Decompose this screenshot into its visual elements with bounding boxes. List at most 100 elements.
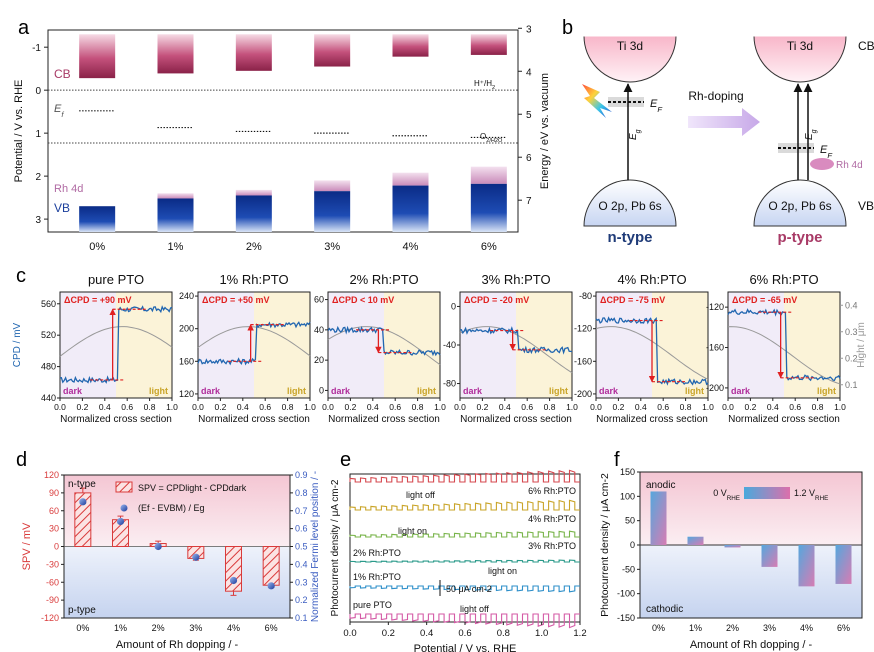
plot-frame-c xyxy=(727,291,841,399)
fermi-position-point xyxy=(154,542,162,551)
doping-arrow xyxy=(688,108,760,136)
x-axis-title-c: Normalized cross section xyxy=(460,414,572,425)
tick-label-left-a: -1 xyxy=(32,43,41,54)
light-region xyxy=(116,292,172,398)
light-region xyxy=(384,292,440,398)
p-type-label-d: p-type xyxy=(68,605,96,616)
panel-f-photocurrent-bars: -150 -100 -50 0 50 100 150 Photocurrent density… xyxy=(599,467,863,651)
tick-label-x-e: 0.0 xyxy=(343,628,356,639)
ef-label: Ef xyxy=(54,103,64,119)
category-label-f: 6% xyxy=(837,623,850,633)
delta-cpd-label: ΔCPD = +90 mV xyxy=(64,295,132,305)
legend-gradient-bar xyxy=(744,487,790,499)
tick-label-right-d: 0.4 xyxy=(295,559,308,569)
tick-label-x-c: 0.0 xyxy=(192,402,204,412)
tick-label-left-a: 3 xyxy=(35,215,41,226)
legend-swatch-bar xyxy=(115,481,133,493)
dark-label: dark xyxy=(599,386,619,396)
category-label-d: 4% xyxy=(227,623,240,633)
tick-label-x-c: 0.4 xyxy=(367,402,379,412)
tick-label-x-c: 0.2 xyxy=(612,402,624,412)
n-type-region xyxy=(64,475,290,547)
series-label-e: 4% Rh:PTO xyxy=(528,514,576,524)
n-type-label: n-type xyxy=(608,229,653,246)
photocurrent-bar xyxy=(650,491,667,545)
panel-a-band-chart: -1 0 1 2 3 3 4 5 6 7 Potential / V vs. RHE Energy /… xyxy=(13,24,551,253)
subplot-title-c: 6% Rh:PTO xyxy=(749,272,818,287)
delta-cpd-label: ΔCPD = -75 mV xyxy=(600,295,665,305)
photocurrent-bar xyxy=(687,536,704,545)
delta-cpd-label: ΔCPD = -65 mV xyxy=(732,295,797,305)
subplot-title-c: 3% Rh:PTO xyxy=(481,272,550,287)
tick-label-right-a: 3 xyxy=(526,24,532,35)
tick-label-x-e: 0.8 xyxy=(497,628,510,639)
light-region xyxy=(254,292,310,398)
tick-label-y-c: -80 xyxy=(579,291,592,301)
tick-label-x-c: 1.0 xyxy=(166,402,178,412)
category-label-f: 0% xyxy=(652,623,665,633)
tick-label-x-c: 0.6 xyxy=(789,402,801,412)
x-axis-title-c: Normalized cross section xyxy=(198,414,310,425)
subplot-title-c: 2% Rh:PTO xyxy=(349,272,418,287)
tick-label-x-c: 1.0 xyxy=(702,402,714,412)
tick-label-x-c: 1.0 xyxy=(434,402,446,412)
tick-label-y-c: -200 xyxy=(574,389,592,399)
spv-bar xyxy=(225,546,242,592)
tick-label-x-c: 0.2 xyxy=(214,402,226,412)
tick-label-y-f: -100 xyxy=(617,589,635,599)
p-type-region xyxy=(64,546,290,618)
o2p-band xyxy=(583,179,677,227)
category-label-d: 6% xyxy=(265,623,278,633)
tick-label-left-a: 0 xyxy=(35,86,41,97)
tick-label-x-c: 0.2 xyxy=(476,402,488,412)
panel-label-e: e xyxy=(340,449,351,471)
tick-label-y-c: 20 xyxy=(314,355,324,365)
tick-label-x-c: 0.2 xyxy=(344,402,356,412)
tick-label-x-e: 1.2 xyxy=(573,628,586,639)
vb-label: VB xyxy=(54,201,70,215)
tick-label-x-c: 0.2 xyxy=(76,402,88,412)
tick-label-y-c: 240 xyxy=(179,291,194,301)
cb-bar xyxy=(235,34,272,71)
plot-frame-a xyxy=(47,29,519,233)
category-label-a: 0% xyxy=(89,241,105,253)
tick-label-right-d: 0.5 xyxy=(295,542,308,552)
doping-arrow-label: Rh-doping xyxy=(688,89,743,103)
vb-bar xyxy=(392,185,429,232)
dark-label: dark xyxy=(731,386,751,396)
tick-label-x-c: 0.0 xyxy=(322,402,334,412)
y-axis-title-d: SPV / mV xyxy=(21,522,33,570)
delta-cpd-label: ΔCPD < 10 mV xyxy=(332,295,394,305)
tick-label-x-c: 1.0 xyxy=(834,402,846,412)
category-label-d: 3% xyxy=(189,623,202,633)
legend-label-left: 0 VRHE xyxy=(713,488,740,502)
plot-frame-c xyxy=(197,291,311,399)
tick-label-y-f: -50 xyxy=(622,564,635,574)
series-label-e: 2% Rh:PTO xyxy=(353,548,401,558)
fermi-position-point xyxy=(79,498,87,506)
tick-label-x-c: 0.8 xyxy=(544,402,556,412)
panel-label-f: f xyxy=(614,449,620,471)
tick-label-y-f: 100 xyxy=(620,491,635,501)
tick-label-x-c: 0.4 xyxy=(499,402,511,412)
tick-label-x-c: 0.6 xyxy=(521,402,533,412)
tick-label-right-c: 0.2 xyxy=(845,353,858,363)
category-label-a: 4% xyxy=(403,241,419,253)
tick-label-x-c: 0.0 xyxy=(454,402,466,412)
ti-3d-label: Ti 3d xyxy=(787,39,813,53)
tick-label-x-c: 0.8 xyxy=(144,402,156,412)
category-label-f: 4% xyxy=(800,623,813,633)
cb-bar xyxy=(392,34,429,57)
rh-4d-bar xyxy=(314,180,351,192)
o2p-label: O 2p, Pb 6s xyxy=(768,199,831,213)
tick-label-y-c: -40 xyxy=(443,340,456,350)
ref-label-h: H⁺/H2 xyxy=(474,79,495,91)
delta-cpd-label: ΔCPD = -20 mV xyxy=(464,295,529,305)
dark-region xyxy=(460,292,516,398)
x-axis-title-d: Amount of Rh dopping / - xyxy=(116,639,239,651)
tick-label-y-d: 0 xyxy=(54,542,59,552)
series-label-e: 1% Rh:PTO xyxy=(353,572,401,582)
tick-label-y-c: 480 xyxy=(41,362,56,372)
light-label: light xyxy=(685,386,704,396)
n-type-label-d: n-type xyxy=(68,479,96,490)
